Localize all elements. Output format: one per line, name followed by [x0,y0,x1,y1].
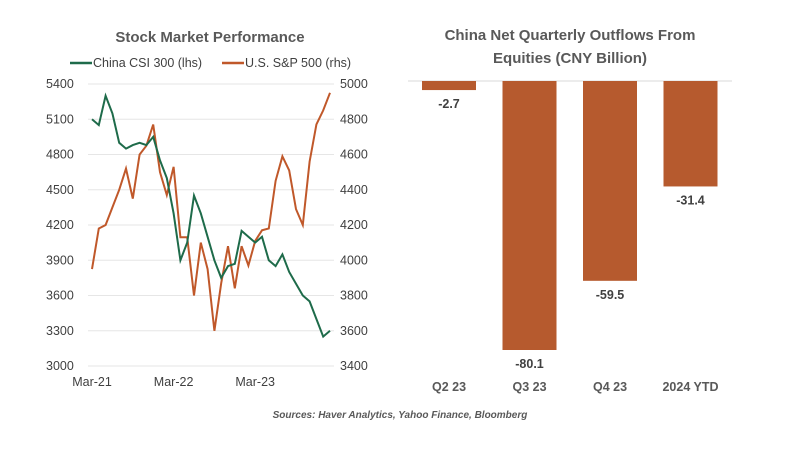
y-left-tick-label: 4500 [46,183,74,197]
y-right-tick-label: 3800 [340,289,368,303]
y-right-tick-label: 3400 [340,359,368,373]
y-left-tick-label: 3900 [46,253,74,267]
y-left-tick-label: 5400 [46,77,74,91]
bar-chart-title-line-1: China Net Quarterly Outflows From [445,27,696,44]
data-label: -80.1 [515,357,544,371]
category-label: Q2 23 [432,380,466,394]
line-chart: Stock Market Performance China CSI 300 (… [46,29,368,389]
category-label: Q3 23 [512,380,546,394]
y-left-tick-label: 3300 [46,324,74,338]
y-right-tick-label: 4400 [340,183,368,197]
bar [663,81,718,187]
y-right-tick-label: 5000 [340,77,368,91]
y-right-tick-label: 3600 [340,324,368,338]
y-left-tick-label: 4800 [46,148,74,162]
line-chart-title: Stock Market Performance [115,29,304,46]
y-right-tick-label: 4600 [340,148,368,162]
bar-chart-title-line-2: Equities (CNY Billion) [493,50,647,67]
series-line-sp500 [91,92,331,331]
category-label: 2024 YTD [662,380,718,394]
x-tick-label: Mar-23 [235,375,275,389]
bar [502,81,557,350]
y-right-tick-label: 4000 [340,253,368,267]
y-left-tick-label: 5100 [46,112,74,126]
bar [422,81,476,91]
data-label: -59.5 [596,288,625,302]
legend-label-sp500: U.S. S&P 500 (rhs) [245,56,351,70]
y-right-tick-label: 4800 [340,112,368,126]
x-tick-label: Mar-21 [72,375,112,389]
series-line-csi300 [91,92,331,339]
y-left-tick-label: 3000 [46,359,74,373]
bar [583,81,637,281]
category-label: Q4 23 [593,380,627,394]
bar-chart: China Net Quarterly Outflows From Equiti… [408,27,732,394]
legend-label-csi300: China CSI 300 (lhs) [93,56,202,70]
legend: China CSI 300 (lhs) U.S. S&P 500 (rhs) [70,56,351,70]
data-label: -31.4 [676,193,705,207]
y-left-tick-label: 4200 [46,218,74,232]
source-note: Sources: Haver Analytics, Yahoo Finance,… [273,410,528,421]
data-label: -2.7 [438,97,460,111]
x-tick-label: Mar-22 [154,375,194,389]
y-right-tick-label: 4200 [340,218,368,232]
y-left-tick-label: 3600 [46,289,74,303]
